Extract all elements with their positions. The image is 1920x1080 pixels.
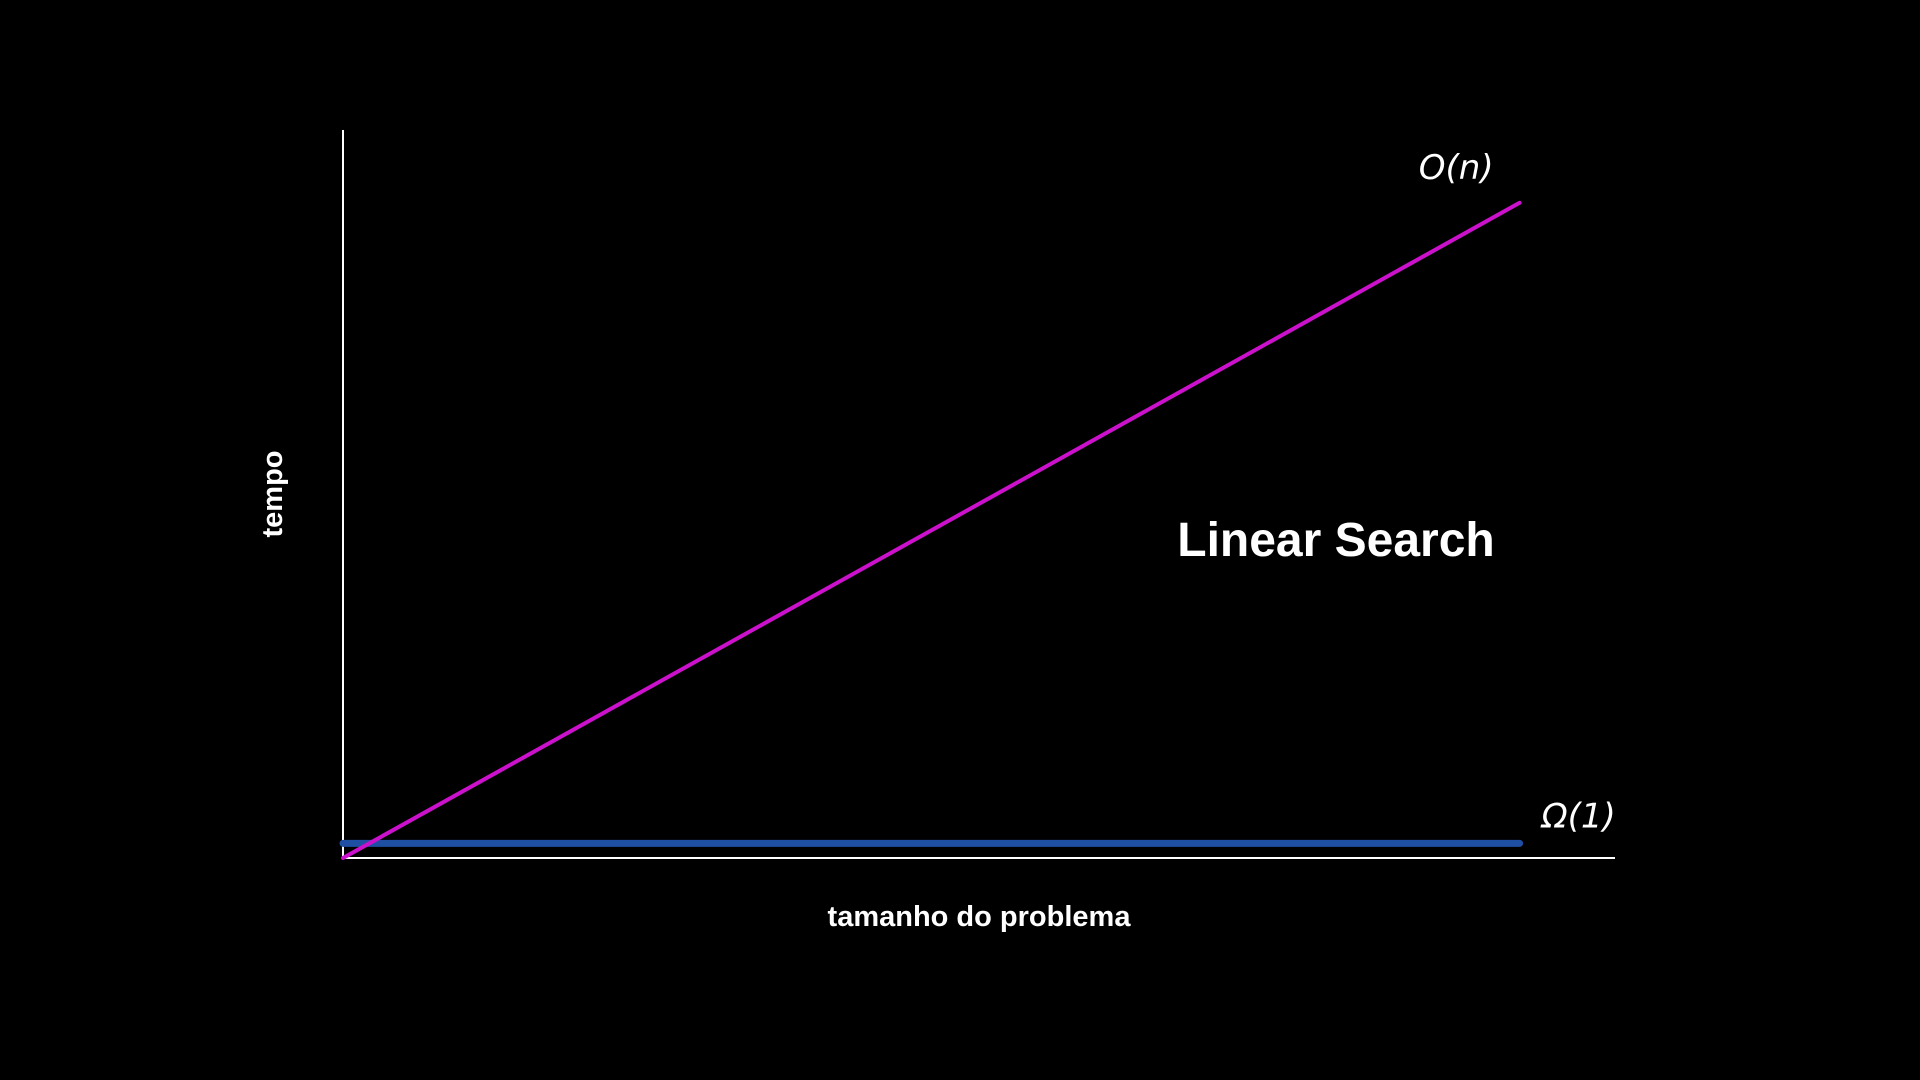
- axes: [342, 130, 1615, 859]
- series-labels-layer: O(n) Ω(1): [1419, 148, 1616, 837]
- series-label-big-omega: Ω(1): [1540, 796, 1616, 836]
- series-label-big-o: O(n): [1419, 148, 1494, 188]
- series-layer: [339, 200, 1524, 860]
- y-axis-label: tempo: [257, 451, 289, 538]
- x-axis-label: tamanho do problema: [828, 901, 1132, 933]
- series-line-big-o: [341, 200, 1522, 860]
- chart-title: Linear Search: [1177, 514, 1494, 567]
